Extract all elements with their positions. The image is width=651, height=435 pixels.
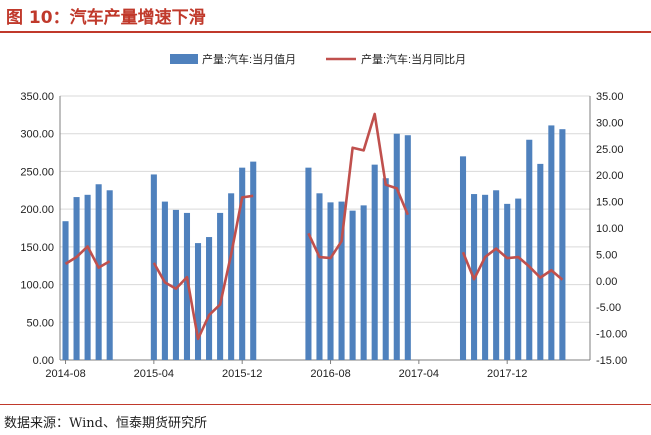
y-left-tick-label: 0.00 [33,355,54,367]
bar [349,210,356,360]
figure-title: 图 10：汽车产量增速下滑 [6,8,206,28]
x-tick-label: 2014-08 [45,368,85,380]
bar [371,164,378,360]
bar [393,133,400,360]
x-tick-label: 2017-12 [487,368,527,380]
y-left-tick-label: 50.00 [26,317,54,329]
source-note: 数据来源：Wind、恒泰期货研究所 [4,416,207,431]
legend-swatch-bar [170,54,198,64]
bar [183,212,191,360]
bar [526,139,533,360]
x-tick-label: 2015-04 [134,368,174,380]
legend-label-bar: 产量:汽车:当月值月 [202,52,296,66]
chart-svg: 0.00 50.00 100.00 150.00 200.00 250.00 300.00 3… [20,52,627,380]
y-right-tick-label: 20.00 [596,170,624,182]
bar [250,161,257,360]
bar [206,237,213,360]
y-right-tick-label: 35.00 [596,91,624,103]
bar [404,135,411,360]
bar [194,243,202,360]
y-right-tick-label: 25.00 [596,144,624,156]
bar [228,193,235,360]
bar [95,184,102,360]
bar [504,203,511,360]
bar [172,209,179,360]
x-tick-label: 2016-08 [310,368,350,380]
title-bar: 图 10：汽车产量增速下滑 [0,0,651,33]
bar [73,197,80,360]
series-line-segment [461,247,564,281]
bar [239,167,246,360]
y-right-tick-label: -15.00 [596,355,627,367]
y-right-tick-label: 0.00 [596,276,617,288]
y-left-tick-label: 150.00 [20,242,54,254]
y-left-tick-label: 100.00 [20,280,54,292]
series-line-segment [307,112,410,260]
x-tick-label: 2015-12 [222,368,262,380]
y-right-tick-label: 30.00 [596,117,624,129]
footer-divider [0,404,651,405]
series-line-segment [64,245,111,269]
chart-container: 0.00 50.00 100.00 150.00 200.00 250.00 300.00 3… [0,38,651,400]
y-left-tick-label: 250.00 [20,166,54,178]
bar [360,205,367,360]
title-divider [0,31,651,33]
y-right-tick-label: 10.00 [596,223,624,235]
bar [316,193,323,360]
bar [106,190,113,360]
legend-label-line: 产量:汽车:当月同比月 [361,52,466,66]
y-left-tick-label: 350.00 [20,91,54,103]
bar [493,190,500,360]
bar [559,129,566,360]
y-left-tick-label: 300.00 [20,129,54,141]
bar [459,156,467,360]
bar [382,178,389,360]
bar [537,163,544,360]
bar [327,202,334,360]
bar [84,194,91,360]
y-right-tick-label: 5.00 [596,249,617,261]
bar [515,198,522,360]
bar [305,167,312,360]
y-right-tick-label: -10.00 [596,329,627,341]
bar [548,125,555,360]
y-left-tick-label: 200.00 [20,204,54,216]
y-right-tick-label: 15.00 [596,197,624,209]
y-right-tick-label: -5.00 [596,302,621,314]
x-tick-label: 2017-04 [399,368,439,380]
series-line-segment [152,194,254,341]
bar [217,212,224,360]
bar [338,201,345,360]
bar [150,174,157,360]
bar [482,194,489,360]
bar [62,221,69,360]
